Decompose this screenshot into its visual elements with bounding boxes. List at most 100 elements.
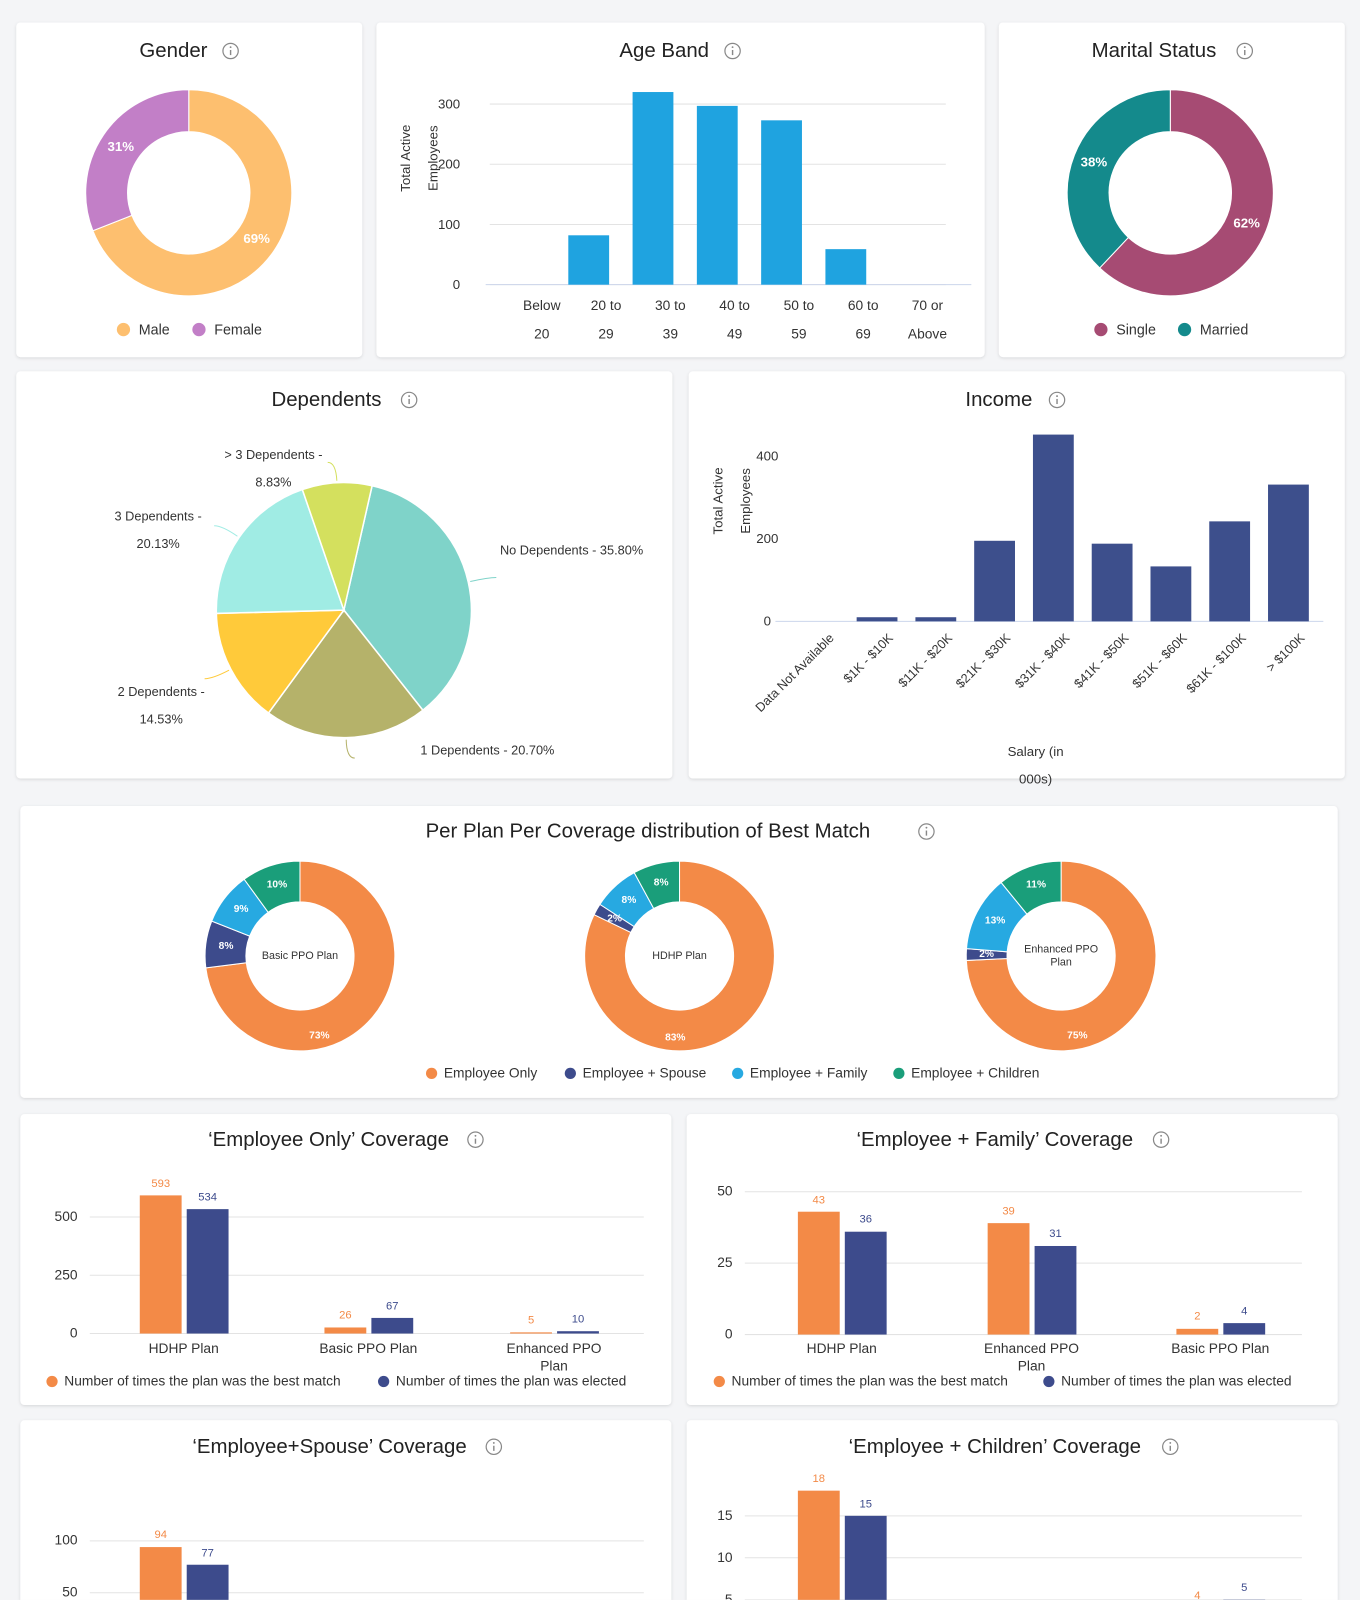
bar <box>557 1331 599 1334</box>
legend-label: Number of times the plan was the best ma… <box>731 1373 1008 1389</box>
bar <box>1091 543 1133 622</box>
x-tick-label: Basic PPO Plan <box>1171 1340 1270 1356</box>
y-tick-label: 300 <box>438 96 461 112</box>
y-tick-label: 25 <box>717 1254 733 1271</box>
info-icon-dot <box>1160 1134 1163 1137</box>
slice-label: 13% <box>984 915 1006 927</box>
chart-title: Age Band <box>619 39 710 63</box>
bar <box>844 1515 887 1600</box>
legend-label: Employee + Children <box>911 1065 1040 1081</box>
x-tick-label: 50 to 59 <box>783 297 815 342</box>
donut-slice <box>965 860 1157 1052</box>
slice-label: 83% <box>665 1032 686 1044</box>
card <box>998 22 1345 358</box>
y-tick-label: 0 <box>452 276 461 293</box>
y-tick-label: 15 <box>717 1507 733 1523</box>
info-icon <box>724 42 741 60</box>
data-label: 4 <box>1241 1305 1248 1318</box>
leader-line <box>345 739 355 759</box>
info-icon-dot <box>229 46 232 49</box>
x-tick-label: 60 to 69 <box>847 297 879 342</box>
slice-label: 73% <box>309 1030 330 1042</box>
data-label: 5 <box>527 1314 535 1327</box>
data-label: 2 <box>1194 1310 1201 1324</box>
info-icon-dot <box>492 1441 495 1444</box>
bar <box>1034 1245 1077 1335</box>
chart-title: ‘Employee+Spouse’ Coverage <box>192 1435 467 1459</box>
slice-label: No Dependents - 35.80% <box>499 543 644 558</box>
slice-label: 69% <box>243 231 270 247</box>
leader-line <box>327 461 338 481</box>
bar <box>139 1195 182 1334</box>
slice-label: 10% <box>266 879 288 891</box>
chart-title: ‘Employee Only’ Coverage <box>208 1128 449 1151</box>
donut-slice <box>85 89 190 232</box>
data-label: 15 <box>859 1497 872 1511</box>
info-icon-dot <box>1169 1441 1172 1444</box>
legend-label: Single <box>1116 320 1156 338</box>
y-tick-label: 0 <box>69 1325 78 1341</box>
legend-label: Employee Only <box>443 1065 538 1081</box>
slice-label: 9% <box>233 904 249 916</box>
card <box>20 1420 672 1600</box>
data-label: 534 <box>198 1191 217 1204</box>
slice-label: 8% <box>653 877 669 889</box>
legend-label: Male <box>138 320 170 338</box>
donut-slice <box>243 860 301 913</box>
y-tick-label: 400 <box>756 448 779 464</box>
y-tick-label: 50 <box>717 1183 733 1199</box>
info-icon <box>222 42 239 60</box>
y-tick-label: 0 <box>724 1326 733 1342</box>
bar <box>1032 434 1074 622</box>
x-axis-label: Salary (in 000s) <box>1007 743 1064 787</box>
legend-dot <box>378 1375 390 1388</box>
chart-title: Per Plan Per Coverage distribution of Be… <box>425 820 871 843</box>
bar <box>371 1317 414 1334</box>
y-tick-label: 200 <box>756 530 779 547</box>
bar <box>856 617 898 622</box>
bar <box>1209 521 1251 622</box>
bar <box>761 120 802 285</box>
bar <box>186 1564 229 1600</box>
legend-dot <box>893 1067 905 1079</box>
data-label: 43 <box>812 1193 826 1206</box>
bar <box>1150 566 1192 622</box>
bar <box>632 92 674 285</box>
info-icon <box>400 391 418 409</box>
donut-center-label: HDHP Plan <box>652 949 707 962</box>
bar <box>568 235 610 285</box>
legend-dot <box>192 322 206 337</box>
data-label: 593 <box>151 1177 171 1190</box>
slice-label: 2 Dependents - 14.53% <box>117 684 205 727</box>
slice-label: 8% <box>218 940 234 952</box>
data-label: 67 <box>386 1299 399 1313</box>
donut-slice <box>205 860 396 1052</box>
donut-slice <box>633 860 681 910</box>
legend-dot <box>46 1375 58 1388</box>
chart-title: ‘Employee + Family’ Coverage <box>856 1128 1134 1151</box>
x-tick-label: 30 to 39 <box>655 297 686 342</box>
x-tick-label: Enhanced PPO Plan <box>984 1340 1079 1374</box>
y-tick-label: 100 <box>54 1532 78 1548</box>
y-tick-label: 200 <box>438 156 461 172</box>
bar <box>1223 1323 1266 1335</box>
donut-slice <box>92 89 293 297</box>
donut-center-label: Basic PPO Plan <box>261 949 339 962</box>
donut-slice <box>584 860 775 1052</box>
info-icon <box>1152 1131 1170 1148</box>
x-tick-label: 20 to 29 <box>590 297 622 342</box>
slice-label: 11% <box>1026 879 1047 891</box>
bar <box>825 249 867 285</box>
donut-slice <box>1000 860 1062 915</box>
bar <box>915 617 957 622</box>
y-axis-label: Total Active Employees <box>710 467 753 535</box>
legend-dot <box>732 1067 744 1079</box>
legend-label: Female <box>214 320 262 338</box>
info-icon-dot <box>925 826 928 829</box>
info-icon <box>467 1131 484 1148</box>
bar <box>324 1327 367 1334</box>
slice-label: 62% <box>1233 215 1260 231</box>
pie-slice <box>215 609 346 715</box>
